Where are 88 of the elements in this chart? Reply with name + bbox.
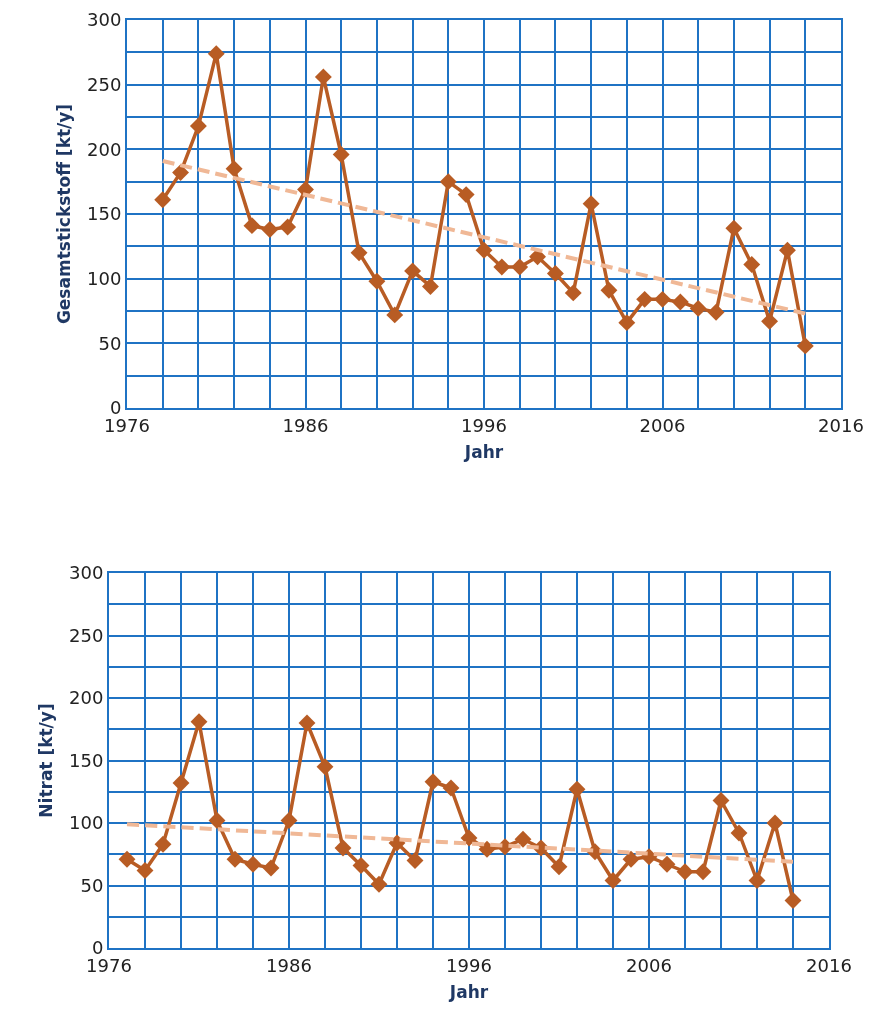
y-tick-label: 50 (80, 874, 104, 896)
y-axis-title: Nitrat [kt/y] (36, 703, 57, 818)
point (564, 284, 582, 302)
y-tick-label: 300 (87, 9, 122, 31)
y-axis-title: Gesamtstickstoff [kt/y] (54, 103, 75, 325)
point (475, 241, 493, 259)
point (636, 290, 654, 308)
point (796, 337, 814, 355)
point (460, 829, 478, 847)
point (316, 758, 334, 776)
y-tick-label: 200 (87, 138, 122, 160)
point (172, 164, 189, 182)
point (172, 774, 190, 792)
point (442, 779, 460, 797)
point (622, 850, 640, 868)
point (334, 839, 352, 857)
point (761, 312, 779, 330)
point (568, 780, 586, 798)
point (511, 258, 529, 276)
x-tick-label: 2016 (806, 954, 852, 976)
point (226, 850, 244, 868)
point (546, 265, 564, 282)
point (298, 714, 316, 732)
point (422, 277, 439, 295)
y-tick-label: 150 (87, 203, 122, 225)
point (279, 218, 297, 236)
y-tick-label: 50 (98, 332, 122, 354)
point (208, 812, 226, 829)
point (225, 160, 243, 178)
point (388, 834, 406, 852)
point (457, 186, 475, 204)
x-tick-label: 1986 (282, 414, 329, 436)
point (424, 773, 442, 791)
point (406, 852, 424, 869)
y-tick-label: 150 (69, 749, 104, 771)
point (243, 217, 261, 235)
point (600, 281, 618, 299)
point (154, 191, 172, 209)
point (514, 830, 532, 848)
y-tick-label: 100 (69, 812, 104, 834)
x-tick-label: 2006 (626, 954, 672, 976)
point (386, 306, 404, 324)
point (262, 859, 280, 877)
point (658, 855, 676, 873)
point (478, 840, 496, 858)
point (439, 173, 457, 191)
point (352, 857, 370, 874)
x-tick-label: 2006 (639, 414, 686, 436)
x-tick-label: 1986 (266, 954, 312, 976)
x-tick-label: 1996 (446, 954, 492, 976)
point (550, 858, 568, 876)
point (368, 272, 386, 290)
y-tick-label: 300 (69, 562, 104, 584)
x-axis-title: Jahr (463, 442, 504, 463)
point (493, 258, 511, 276)
point (784, 892, 802, 909)
point (743, 255, 761, 273)
y-tick-label: 200 (69, 687, 104, 709)
point (404, 262, 422, 280)
y-tick-label: 250 (87, 73, 122, 95)
point (618, 314, 636, 332)
point (712, 792, 730, 809)
point (676, 863, 694, 881)
x-tick-label: 1996 (461, 414, 507, 436)
point (748, 872, 766, 889)
point (730, 824, 748, 842)
point (694, 863, 712, 881)
point (689, 299, 707, 317)
point (280, 812, 298, 829)
point (370, 875, 388, 893)
point (707, 303, 725, 321)
point (671, 293, 689, 311)
point (654, 290, 671, 308)
x-tick-label: 2016 (818, 414, 864, 436)
y-tick-label: 250 (69, 624, 104, 646)
point (136, 862, 154, 879)
point (350, 244, 368, 262)
point (118, 850, 136, 868)
x-axis-title: Jahr (448, 982, 489, 1003)
point (154, 835, 172, 853)
point (332, 146, 350, 163)
point (604, 872, 622, 889)
point (766, 814, 784, 832)
point (725, 219, 743, 237)
point (189, 117, 207, 135)
point (244, 855, 262, 873)
y-tick-label: 100 (87, 267, 122, 289)
point (261, 221, 279, 238)
